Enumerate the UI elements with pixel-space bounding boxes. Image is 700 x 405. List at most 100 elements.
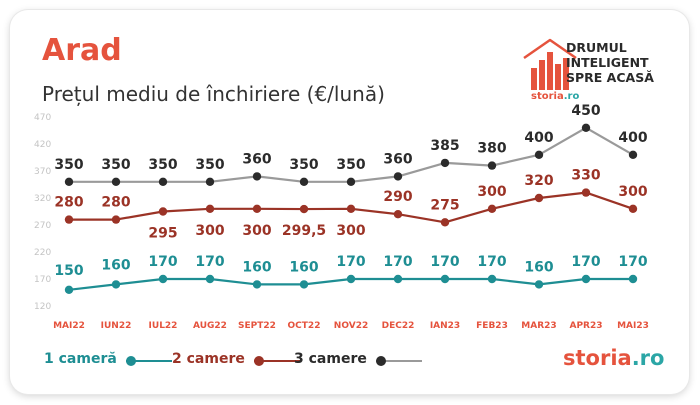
legend-label: 3 camere (294, 351, 367, 367)
data-point (158, 274, 168, 284)
data-label: 299,5 (282, 223, 326, 239)
data-point (111, 177, 121, 186)
data-point (205, 204, 215, 213)
brand-name-small: storia (531, 91, 564, 102)
data-label: 350 (195, 157, 224, 173)
x-tick-label: OCT22 (288, 321, 321, 331)
data-point (111, 215, 121, 224)
legend-marker (126, 356, 136, 366)
x-tick-label: DEC22 (382, 321, 415, 331)
x-tick-label: NOV22 (334, 321, 368, 331)
data-label: 400 (524, 130, 553, 146)
data-point (64, 285, 74, 294)
y-tick-label: 470 (34, 113, 51, 123)
data-point (158, 207, 168, 216)
data-point (346, 274, 356, 284)
data-point (393, 274, 403, 284)
data-point (628, 150, 638, 159)
y-tick-label: 320 (34, 194, 51, 204)
legend-marker (254, 356, 264, 366)
data-point (534, 280, 544, 289)
x-tick-label: MAI23 (617, 321, 649, 331)
brand-logo-large: storia.ro (563, 346, 664, 370)
legend-line (126, 360, 172, 362)
page-title: Arad (42, 33, 122, 68)
brand-tld-small: .ro (563, 91, 580, 102)
data-point (252, 280, 262, 289)
data-label: 300 (195, 223, 224, 239)
data-label: 350 (101, 157, 130, 173)
data-point (205, 177, 215, 186)
data-label: 450 (571, 103, 600, 119)
data-label: 170 (383, 254, 412, 270)
data-point (440, 218, 450, 227)
data-label: 295 (148, 226, 177, 242)
data-point (252, 172, 262, 181)
x-tick-label: APR23 (569, 321, 602, 331)
legend-marker (376, 356, 386, 366)
data-point (440, 274, 450, 284)
legend-line (376, 360, 422, 362)
data-label: 300 (477, 184, 506, 200)
brand-tld-large: .ro (631, 346, 665, 370)
data-point (534, 150, 544, 159)
data-point (299, 177, 309, 186)
y-tick-label: 220 (34, 248, 51, 258)
x-tick-label: IAN23 (430, 321, 460, 331)
y-tick-label: 420 (34, 140, 51, 150)
brand-name-large: storia (563, 346, 632, 370)
data-label: 170 (571, 254, 600, 270)
data-point (534, 193, 544, 203)
data-point (487, 161, 497, 170)
tagline-line-1: DRUMUL (566, 40, 627, 55)
data-point (440, 158, 450, 168)
data-label: 170 (148, 254, 177, 270)
x-tick-label: SEPT22 (238, 321, 276, 331)
data-point (581, 123, 591, 132)
data-label: 160 (289, 259, 318, 275)
house-chart-logo-icon (523, 38, 577, 90)
data-point (299, 204, 309, 214)
y-tick-label: 370 (34, 167, 51, 177)
data-label: 350 (289, 157, 318, 173)
x-tick-label: IUN22 (101, 321, 132, 331)
data-label: 160 (524, 259, 553, 275)
data-point (64, 215, 74, 224)
data-point (299, 280, 309, 289)
x-tick-label: AUG22 (193, 321, 227, 331)
data-label: 150 (54, 263, 83, 279)
data-point (252, 204, 262, 213)
x-tick-label: MAR23 (521, 321, 556, 331)
data-point (487, 204, 497, 213)
data-point (346, 177, 356, 186)
tagline-line-2: INTELIGENT (566, 55, 649, 70)
data-label: 350 (148, 157, 177, 173)
data-point (581, 274, 591, 284)
legend-line (254, 360, 300, 362)
x-tick-label: IUL22 (149, 321, 178, 331)
y-tick-label: 270 (34, 221, 51, 231)
data-point (393, 172, 403, 181)
data-point (487, 274, 497, 284)
data-label: 300 (336, 223, 365, 239)
data-label: 300 (242, 223, 271, 239)
data-label: 300 (618, 184, 647, 200)
data-label: 280 (54, 195, 83, 211)
data-point (158, 177, 168, 186)
data-label: 160 (242, 259, 271, 275)
data-label: 330 (571, 168, 600, 184)
data-label: 280 (101, 195, 130, 211)
data-label: 360 (242, 151, 271, 167)
data-point (205, 274, 215, 284)
data-point (628, 274, 638, 284)
data-point (628, 204, 638, 213)
data-point (111, 280, 121, 289)
data-label: 160 (101, 257, 130, 273)
data-point (64, 177, 74, 186)
tagline-line-3: SPRE ACASĂ (566, 70, 654, 85)
data-point (393, 210, 403, 219)
y-tick-label: 170 (34, 275, 51, 285)
legend-label: 2 camere (172, 351, 245, 367)
data-point (346, 204, 356, 213)
